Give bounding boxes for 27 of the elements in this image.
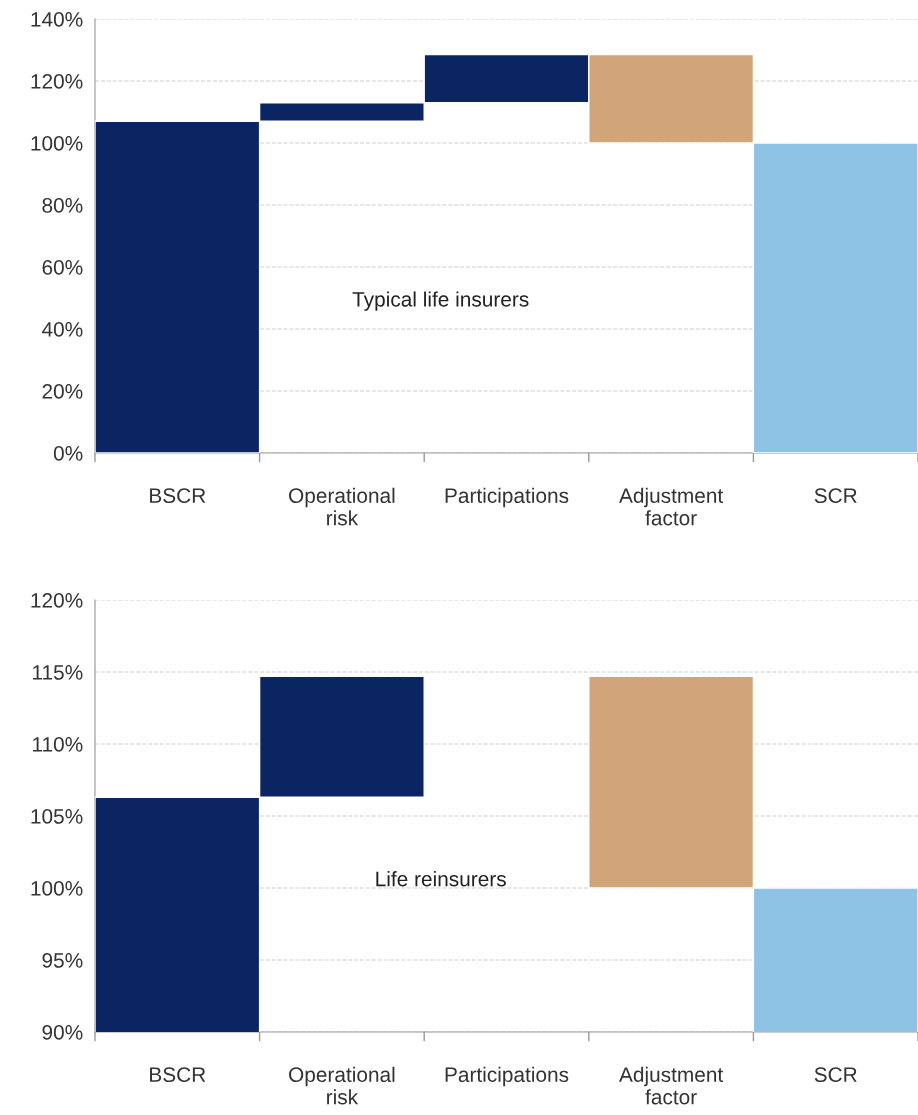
- x-tick-label: Participations: [445, 1066, 569, 1087]
- y-tick-label: 120%: [31, 74, 83, 89]
- x-tick-label: Adjustment factor: [619, 487, 724, 526]
- annotation: Life reinsurers: [376, 871, 506, 887]
- x-tick-label: SCR: [814, 488, 857, 504]
- y-tick-label: 0%: [53, 446, 83, 461]
- y-tick-label: 90%: [42, 1025, 83, 1040]
- x-tick-label: SCR: [814, 1067, 857, 1083]
- x-tick-label: Participations: [445, 487, 569, 508]
- annotation: Typical life insurers: [352, 291, 529, 311]
- y-tick-label: 140%: [31, 12, 83, 27]
- y-tick-label: 80%: [42, 198, 83, 213]
- x-tick-label: Operational risk: [289, 487, 395, 526]
- x-tick-label: Operational risk: [289, 1066, 395, 1105]
- x-tick-label: Adjustment factor: [619, 1066, 724, 1105]
- y-tick-label: 20%: [42, 384, 83, 399]
- y-tick-label: 60%: [42, 260, 83, 275]
- x-tick-label: BSCR: [150, 488, 206, 504]
- y-tick-label: 40%: [41, 322, 83, 337]
- y-tick-label: 105%: [31, 809, 83, 824]
- y-tick-label: 110%: [33, 737, 83, 752]
- y-tick-label: 100%: [31, 136, 83, 151]
- y-tick-label: 95%: [42, 953, 83, 968]
- y-tick-label: 100%: [31, 881, 83, 896]
- x-tick-label: BSCR: [150, 1067, 206, 1083]
- y-tick-label: 120%: [31, 593, 83, 608]
- y-tick-label: 115%: [33, 665, 83, 680]
